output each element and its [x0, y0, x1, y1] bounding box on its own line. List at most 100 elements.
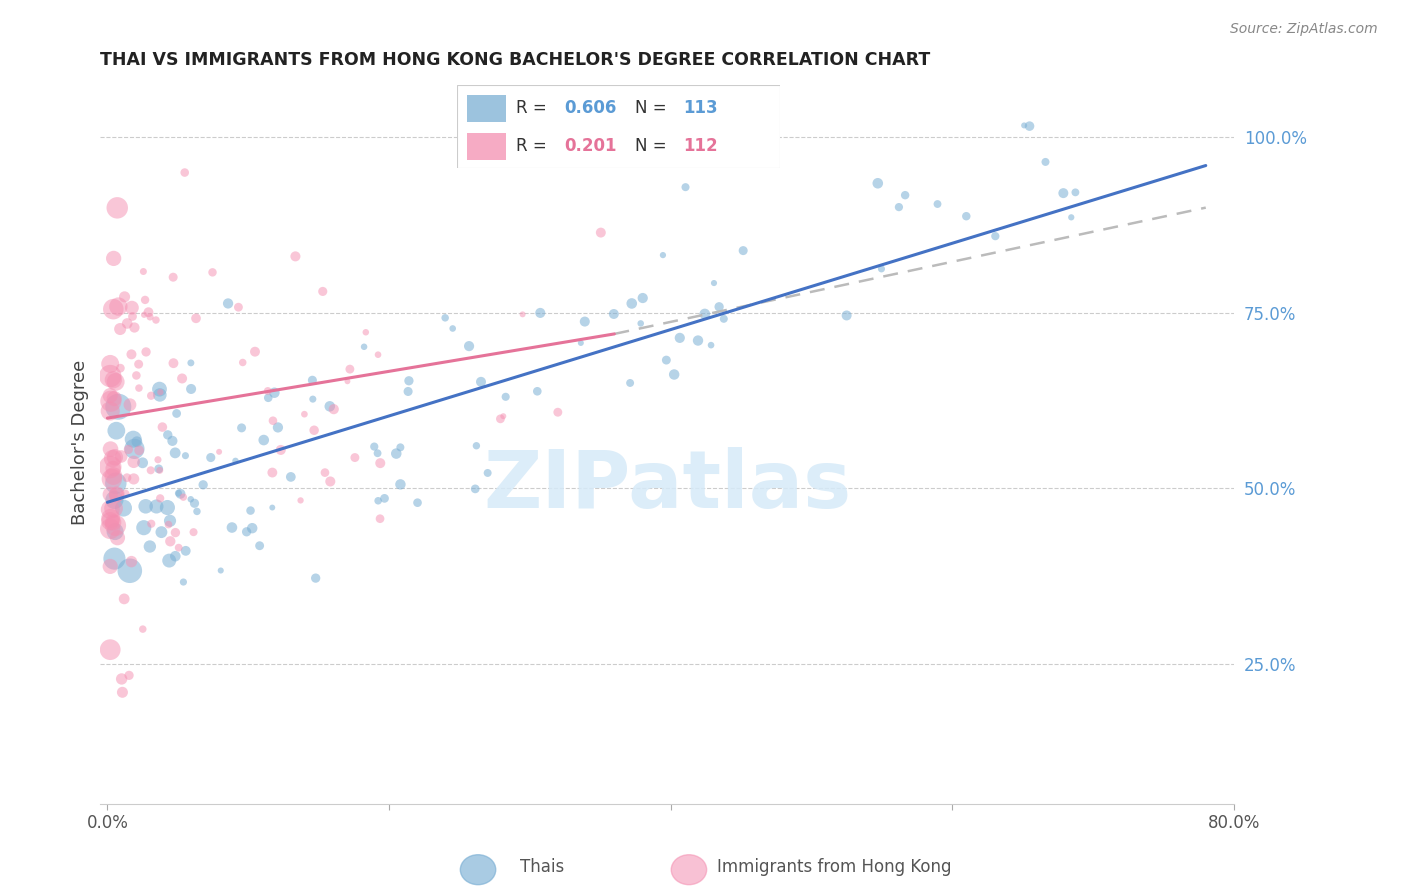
Point	[105, 201, 128, 215]
Point	[121, 310, 143, 324]
Y-axis label: Bachelor's Degree: Bachelor's Degree	[72, 360, 89, 525]
Point	[134, 308, 156, 322]
Point	[125, 368, 148, 383]
Point	[173, 165, 195, 179]
Point	[149, 385, 172, 400]
Point	[284, 249, 307, 263]
Point	[149, 491, 172, 506]
Point	[114, 487, 136, 501]
Point	[174, 544, 197, 558]
Point	[148, 382, 170, 396]
Point	[167, 541, 190, 555]
Text: Source: ZipAtlas.com: Source: ZipAtlas.com	[1230, 22, 1378, 37]
Point	[262, 414, 284, 428]
Point	[492, 409, 515, 424]
Point	[398, 374, 420, 388]
Point	[135, 500, 157, 514]
Point	[98, 388, 121, 402]
Text: ZIPatlas: ZIPatlas	[484, 447, 851, 525]
Point	[180, 492, 202, 507]
Text: THAI VS IMMIGRANTS FROM HONG KONG BACHELOR'S DEGREE CORRELATION CHART: THAI VS IMMIGRANTS FROM HONG KONG BACHEL…	[100, 51, 931, 69]
Point	[103, 392, 125, 406]
Point	[240, 521, 263, 535]
Point	[569, 335, 592, 350]
Point	[368, 512, 391, 526]
Point	[620, 296, 643, 310]
Point	[105, 488, 128, 502]
Point	[134, 293, 156, 307]
Point	[104, 518, 127, 533]
Point	[139, 310, 162, 324]
Point	[655, 353, 678, 368]
Point	[373, 491, 395, 506]
Point	[270, 442, 292, 457]
Point	[139, 463, 162, 477]
Point	[603, 307, 626, 321]
Point	[156, 500, 179, 515]
Point	[253, 433, 276, 447]
Point	[866, 176, 889, 190]
Point	[232, 355, 254, 369]
Point	[165, 549, 187, 564]
Point	[312, 285, 335, 299]
Point	[145, 500, 167, 514]
Point	[146, 452, 169, 467]
Point	[835, 309, 858, 323]
Point	[172, 490, 194, 504]
Point	[122, 455, 145, 469]
Point	[103, 252, 125, 266]
Point	[150, 420, 173, 434]
Point	[235, 524, 257, 539]
Point	[336, 374, 359, 388]
Point	[526, 384, 548, 399]
Point	[98, 559, 121, 574]
Point	[100, 442, 122, 456]
Point	[700, 338, 723, 352]
Point	[363, 440, 385, 454]
Point	[172, 371, 194, 385]
Point	[662, 368, 685, 382]
Point	[101, 461, 124, 475]
Point	[707, 300, 730, 314]
Point	[138, 305, 160, 319]
Point	[101, 516, 124, 530]
Point	[145, 313, 167, 327]
Point	[368, 456, 391, 470]
Point	[668, 331, 690, 345]
Point	[180, 382, 202, 396]
Point	[184, 311, 207, 326]
Point	[228, 300, 250, 314]
Point	[162, 356, 184, 370]
Point	[1064, 186, 1087, 200]
Point	[121, 555, 143, 569]
Point	[302, 423, 325, 437]
Point	[166, 407, 188, 421]
Point	[200, 450, 222, 465]
Point	[103, 469, 125, 483]
Point	[208, 445, 231, 459]
Point	[512, 307, 534, 321]
Point	[128, 443, 150, 458]
Circle shape	[460, 855, 496, 885]
Point	[1035, 155, 1057, 169]
Point	[675, 180, 697, 194]
Point	[434, 310, 457, 325]
Point	[458, 339, 481, 353]
Point	[101, 451, 124, 466]
Point	[301, 392, 323, 406]
Point	[111, 685, 134, 699]
Point	[139, 540, 162, 554]
Point	[156, 428, 179, 442]
Point	[132, 622, 155, 636]
Point	[529, 306, 551, 320]
Point	[574, 315, 596, 329]
Point	[105, 424, 128, 438]
Point	[1012, 119, 1035, 133]
Point	[1018, 119, 1040, 133]
Point	[1060, 211, 1083, 225]
Point	[172, 575, 194, 590]
Point	[111, 672, 134, 686]
Point	[301, 373, 323, 387]
Point	[104, 476, 127, 491]
Point	[118, 398, 141, 412]
